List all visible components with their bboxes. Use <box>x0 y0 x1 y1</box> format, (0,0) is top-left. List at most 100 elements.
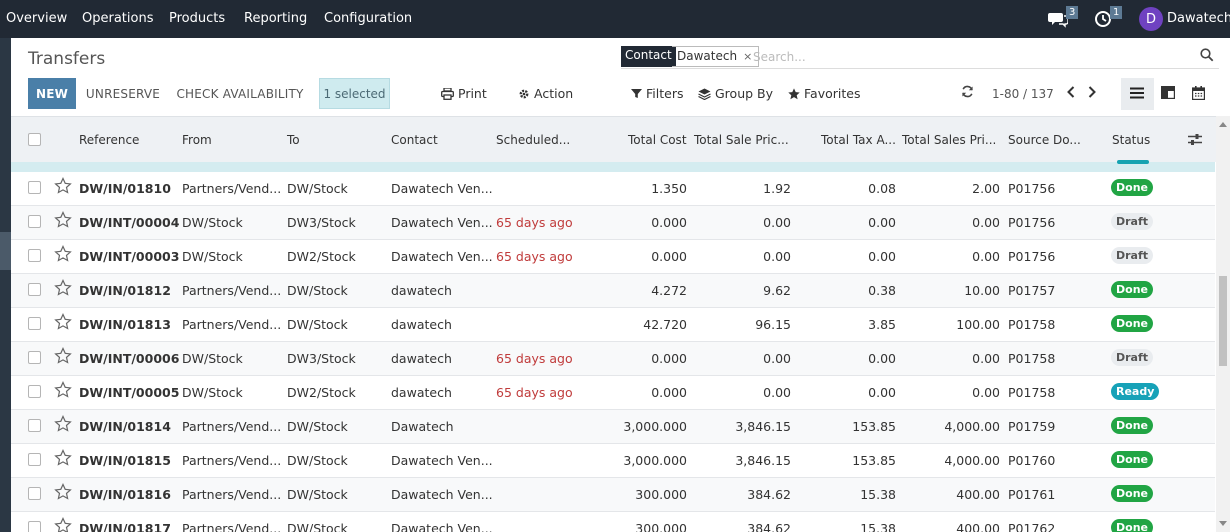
column-header-from[interactable]: From <box>182 133 212 147</box>
table-row[interactable]: DW/IN/01814 Partners/Vend... DW/Stock Dawat… <box>11 410 1215 444</box>
table-row[interactable]: DW/IN/01810 Partners/Vend... DW/Stock Dawat… <box>11 172 1215 206</box>
scroll-up-arrow-icon[interactable] <box>1219 122 1227 127</box>
column-header-status[interactable]: Status <box>1112 133 1151 147</box>
row-checkbox[interactable] <box>28 351 41 364</box>
new-button[interactable]: NEW <box>28 78 76 109</box>
contact-cell: Dawatech <box>391 419 454 434</box>
reference-cell: DW/INT/00004 <box>79 215 180 230</box>
star-icon[interactable] <box>54 381 72 399</box>
total-sales-price-cell: 4,000.00 <box>944 419 1000 434</box>
star-icon[interactable] <box>54 483 72 501</box>
reference-cell: DW/IN/01814 <box>79 419 171 434</box>
table-row[interactable]: DW/IN/01812 Partners/Vend... DW/Stock dawat… <box>11 274 1215 308</box>
menu-overview[interactable]: Overview <box>6 11 68 26</box>
column-header-total-cost[interactable]: Total Cost <box>628 133 687 147</box>
star-icon[interactable] <box>54 449 72 467</box>
check-availability-button[interactable]: CHECK AVAILABILITY <box>176 86 304 101</box>
group-by-button[interactable]: Group By <box>698 86 773 101</box>
search-icon[interactable] <box>1200 48 1214 62</box>
messages-icon[interactable] <box>1048 10 1069 31</box>
print-button[interactable]: Print <box>441 86 487 101</box>
star-icon[interactable] <box>54 517 72 532</box>
scroll-down-arrow-icon[interactable] <box>1219 521 1227 526</box>
star-icon[interactable] <box>54 177 72 195</box>
activity-clock-icon[interactable] <box>1094 10 1112 31</box>
table-row[interactable]: DW/IN/01816 Partners/Vend... DW/Stock Dawat… <box>11 478 1215 512</box>
contact-cell: Dawatech Ven... <box>391 249 493 264</box>
status-badge: Draft <box>1111 349 1154 366</box>
scrollbar-thumb[interactable] <box>1219 276 1227 366</box>
favorites-button[interactable]: Favorites <box>788 86 860 101</box>
to-cell: DW/Stock <box>287 487 348 502</box>
column-header-to[interactable]: To <box>287 133 300 147</box>
row-checkbox[interactable] <box>28 487 41 500</box>
menu-products[interactable]: Products <box>169 11 226 26</box>
pager-value[interactable]: 1-80 / 137 <box>992 87 1054 101</box>
source-document-cell: P01756 <box>1008 249 1056 264</box>
total-tax-cell: 0.00 <box>868 351 896 366</box>
vertical-scrollbar[interactable] <box>1216 116 1230 532</box>
row-checkbox[interactable] <box>28 317 41 330</box>
total-cost-cell: 0.000 <box>651 385 687 400</box>
facet-remove-icon[interactable]: × <box>743 50 753 63</box>
star-icon[interactable] <box>54 279 72 297</box>
contact-cell: dawatech <box>391 351 452 366</box>
total-sales-price-cell: 2.00 <box>972 181 1000 196</box>
from-cell: DW/Stock <box>182 385 243 400</box>
star-icon[interactable] <box>54 415 72 433</box>
row-checkbox[interactable] <box>28 283 41 296</box>
column-header-total-sale-price[interactable]: Total Sale Pric... <box>694 133 789 147</box>
selected-count-badge[interactable]: 1 selected <box>319 78 390 109</box>
calendar-view-icon[interactable] <box>1192 86 1205 100</box>
menu-reporting[interactable]: Reporting <box>244 11 308 26</box>
optional-columns-toggle-icon[interactable] <box>1188 133 1202 146</box>
row-checkbox[interactable] <box>28 521 41 532</box>
table-row[interactable]: DW/INT/00006 DW/Stock DW3/Stock dawatech 65 … <box>11 342 1215 376</box>
row-checkbox[interactable] <box>28 181 41 194</box>
source-document-cell: P01758 <box>1008 317 1056 332</box>
kanban-view-icon[interactable] <box>1161 86 1175 99</box>
source-document-cell: P01762 <box>1008 521 1056 532</box>
column-header-contact[interactable]: Contact <box>391 133 438 147</box>
user-name[interactable]: Dawatech <box>1167 11 1230 26</box>
star-icon[interactable] <box>54 245 72 263</box>
unreserve-button[interactable]: UNRESERVE <box>85 86 161 101</box>
total-sale-price-cell: 384.62 <box>747 487 791 502</box>
column-header-reference[interactable]: Reference <box>79 133 140 147</box>
source-document-cell: P01761 <box>1008 487 1056 502</box>
star-icon[interactable] <box>54 211 72 229</box>
row-checkbox[interactable] <box>28 385 41 398</box>
select-all-checkbox[interactable] <box>28 133 41 146</box>
row-checkbox[interactable] <box>28 453 41 466</box>
menu-operations[interactable]: Operations <box>82 11 154 26</box>
pager-next-icon[interactable] <box>1087 85 1097 99</box>
table-row[interactable]: DW/INT/00005 DW/Stock DW2/Stock dawatech 65 … <box>11 376 1215 410</box>
table-row[interactable]: DW/IN/01815 Partners/Vend... DW/Stock Dawat… <box>11 444 1215 478</box>
list-view-icon[interactable] <box>1130 87 1144 99</box>
star-icon[interactable] <box>54 347 72 365</box>
action-button[interactable]: Action <box>518 86 573 101</box>
menu-configuration[interactable]: Configuration <box>324 11 413 26</box>
row-checkbox[interactable] <box>28 249 41 262</box>
column-header-total-sales-price[interactable]: Total Sales Pri... <box>902 133 997 147</box>
user-avatar[interactable]: D <box>1139 7 1163 31</box>
column-header-total-tax[interactable]: Total Tax A... <box>821 133 896 147</box>
search-input[interactable] <box>753 47 1193 67</box>
row-checkbox[interactable] <box>28 419 41 432</box>
table-row[interactable]: DW/IN/01817 Partners/Vend... DW/Stock Dawat… <box>11 512 1215 532</box>
row-checkbox[interactable] <box>28 215 41 228</box>
column-header-source-document[interactable]: Source Do... <box>1008 133 1081 147</box>
contact-cell: dawatech <box>391 385 452 400</box>
column-header-scheduled[interactable]: Scheduled... <box>496 133 571 147</box>
total-tax-cell: 0.38 <box>868 283 896 298</box>
pager-previous-icon[interactable] <box>1066 85 1076 99</box>
from-cell: Partners/Vend... <box>182 453 282 468</box>
favorites-label: Favorites <box>804 86 861 101</box>
refresh-icon[interactable] <box>961 85 974 98</box>
table-row[interactable]: DW/IN/01813 Partners/Vend... DW/Stock dawat… <box>11 308 1215 342</box>
total-sales-price-cell: 4,000.00 <box>944 453 1000 468</box>
star-icon[interactable] <box>54 313 72 331</box>
table-row[interactable]: DW/INT/00004 DW/Stock DW3/Stock Dawatech Ve… <box>11 206 1215 240</box>
table-row[interactable]: DW/INT/00003 DW/Stock DW2/Stock Dawatech Ve… <box>11 240 1215 274</box>
filters-button[interactable]: Filters <box>631 86 683 101</box>
